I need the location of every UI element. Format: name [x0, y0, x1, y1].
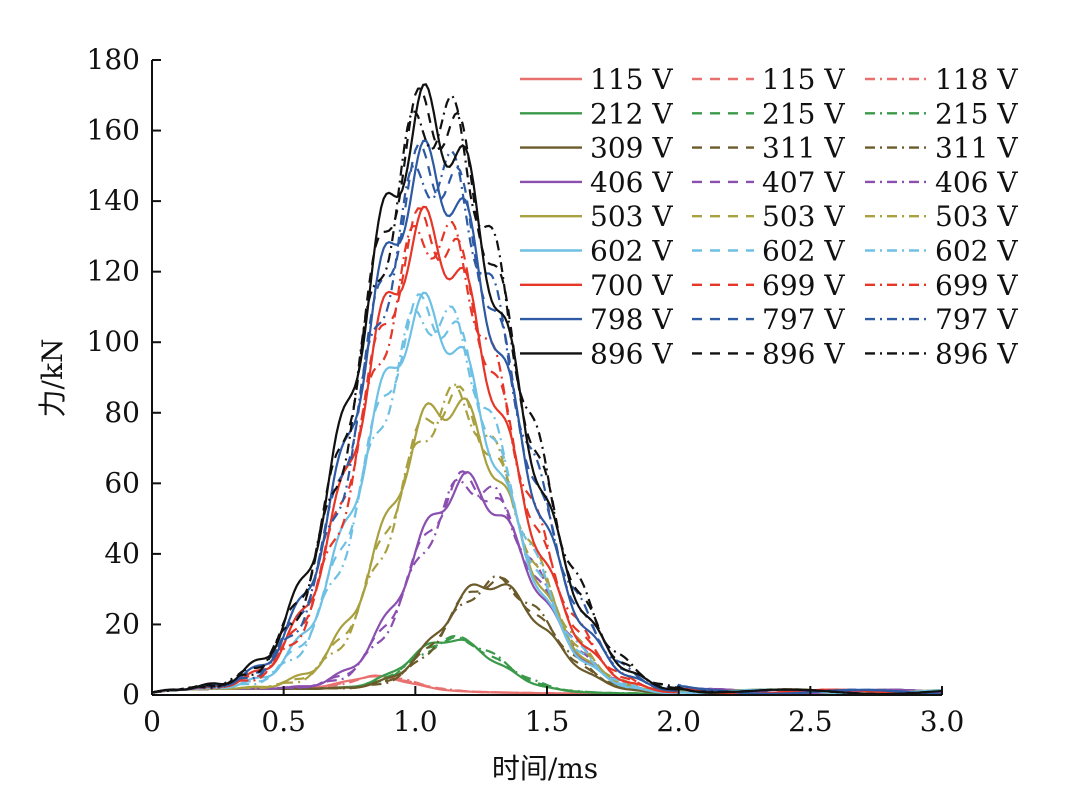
legend-label: 309 V [590, 132, 673, 165]
legend-label: 797 V [762, 303, 845, 336]
y-tick-label: 140 [87, 184, 140, 217]
legend-label: 503 V [762, 200, 845, 233]
series-line-5-dashdot [151, 383, 929, 696]
legend-label: 311 V [762, 132, 845, 165]
y-tick-label: 120 [87, 255, 140, 288]
legend-label: 896 V [935, 337, 1018, 370]
series-line-9-dashdot [151, 94, 929, 696]
legend-label: 896 V [762, 337, 845, 370]
legend-label: 212 V [590, 97, 673, 130]
y-tick-label: 160 [87, 114, 140, 147]
y-axis-title: 力/kN [36, 339, 69, 418]
x-tick-label: 0.5 [261, 705, 306, 738]
legend: 115 V 115 V 118 V 212 V 215 V 215 V 309 V 311 V… [520, 63, 1018, 370]
series-line-8-dashed [151, 143, 929, 695]
legend-label: 797 V [935, 303, 1018, 336]
x-tick-label: 1.0 [393, 705, 438, 738]
series-line-4-dashed [151, 470, 929, 695]
y-tick-label: 100 [87, 325, 140, 358]
axes: 0 0.5 1.0 1.5 2.0 2.5 3.0 0 20 40 60 80 100 120 140 160… [87, 43, 965, 738]
legend-label: 503 V [935, 200, 1018, 233]
legend-label: 406 V [590, 166, 673, 199]
legend-label: 311 V [935, 132, 1018, 165]
x-tick-label: 3.0 [920, 705, 965, 738]
x-tick-label: 1.5 [525, 705, 570, 738]
series-layer [151, 83, 943, 696]
legend-label: 602 V [762, 235, 845, 268]
y-tick-label: 80 [104, 396, 140, 429]
legend-label: 215 V [762, 97, 845, 130]
x-tick-label: 0 [143, 705, 161, 738]
y-tick-label: 0 [122, 678, 140, 711]
y-tick-label: 60 [104, 466, 140, 499]
legend-label: 118 V [935, 63, 1018, 96]
legend-label: 115 V [762, 63, 845, 96]
legend-label: 602 V [590, 235, 673, 268]
y-tick-label: 180 [87, 43, 140, 76]
legend-label: 699 V [935, 269, 1018, 302]
y-tick-label: 20 [104, 607, 140, 640]
x-tick-label: 2.5 [788, 705, 833, 738]
series-line-5-dashed [151, 385, 929, 696]
x-tick-label: 2.0 [656, 705, 701, 738]
legend-label: 896 V [590, 337, 673, 370]
legend-label: 700 V [590, 269, 673, 302]
legend-label: 699 V [762, 269, 845, 302]
series-line-4-dashdot [151, 478, 929, 695]
legend-label: 406 V [935, 166, 1018, 199]
legend-label: 115 V [590, 63, 673, 96]
legend-label: 503 V [590, 200, 673, 233]
legend-label: 798 V [590, 303, 673, 336]
x-axis-title: 时间/ms [492, 752, 598, 785]
y-tick-label: 40 [104, 537, 140, 570]
legend-label: 407 V [762, 166, 845, 199]
legend-label: 602 V [935, 235, 1018, 268]
legend-label: 215 V [935, 97, 1018, 130]
